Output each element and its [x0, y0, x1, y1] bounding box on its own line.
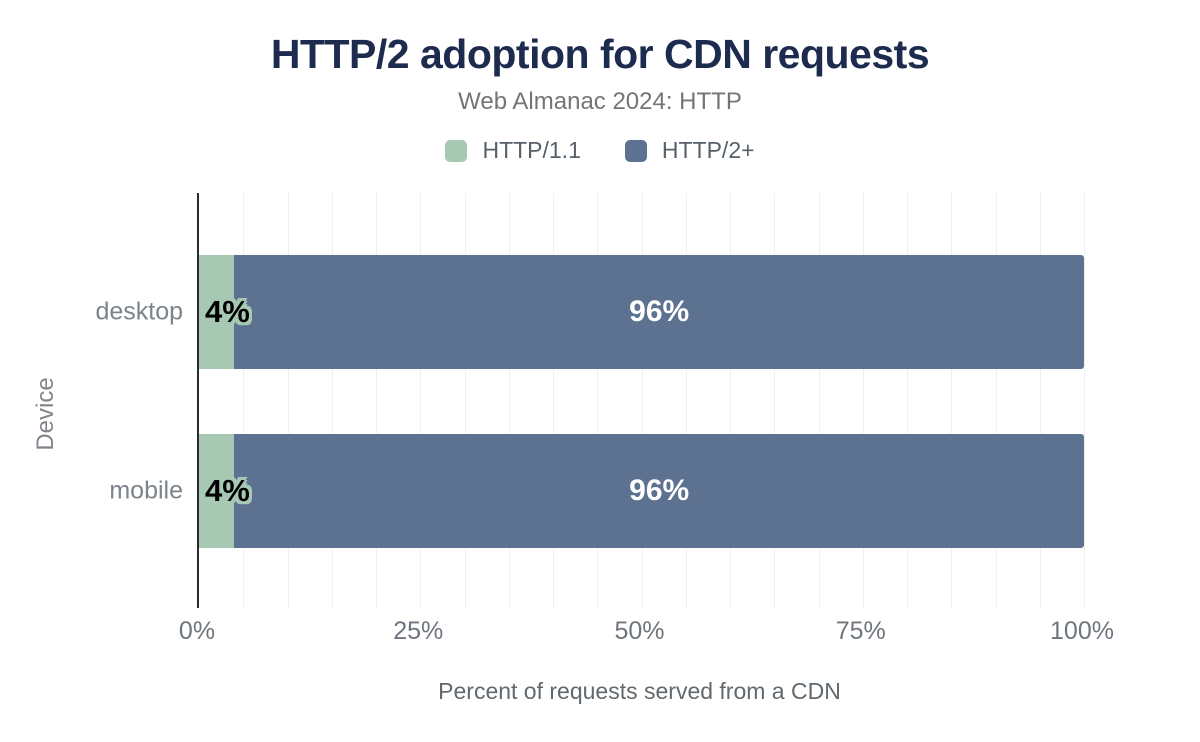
gridline — [597, 193, 599, 608]
legend-swatch — [624, 139, 647, 162]
gridline — [331, 193, 333, 608]
gridline — [508, 193, 510, 608]
gridline — [730, 193, 731, 608]
gridline — [553, 193, 554, 608]
gridline — [774, 193, 776, 608]
gridline — [685, 193, 687, 608]
gridline — [376, 193, 377, 608]
gridline — [420, 193, 422, 608]
legend-item-http-1-1: HTTP/1.1 — [445, 137, 581, 164]
chart-title: HTTP/2 adoption for CDN requests — [270, 31, 930, 77]
value-label: 96% — [629, 295, 690, 328]
legend: HTTP/1.1 HTTP/2+ — [0, 137, 1200, 164]
x-tick-label: 75% — [835, 617, 886, 645]
y-axis-title: Device — [32, 377, 59, 451]
category-label-desktop: desktop — [95, 297, 183, 326]
legend-label: HTTP/1.1 — [482, 137, 581, 163]
gridline — [641, 193, 643, 608]
value-label: 4% — [205, 473, 250, 508]
bar-desktop: 96% 4% — [199, 255, 1084, 369]
legend-label: HTTP/2+ — [661, 137, 755, 163]
gridline — [287, 193, 289, 608]
value-label: 96% — [629, 474, 690, 507]
bar-segment-http-1-1 — [199, 434, 235, 548]
gridline — [464, 193, 466, 608]
gridline — [818, 193, 820, 608]
gridline — [243, 193, 245, 608]
legend-swatch — [445, 139, 468, 162]
bar-mobile: 96% 4% — [199, 434, 1084, 548]
x-tick-label: 50% — [614, 617, 665, 645]
x-axis-title: Percent of requests served from a CDN — [438, 678, 841, 704]
gridline — [1039, 193, 1041, 608]
x-tick-label: 0% — [178, 617, 216, 645]
plot-area: 96% 4% desktop 96% 4% mobile — [95, 193, 1085, 608]
category-label-mobile: mobile — [109, 476, 183, 505]
legend-item-http-2-: HTTP/2+ — [624, 137, 755, 164]
bar-segment-http-2-: 96% — [234, 255, 1084, 369]
x-tick-label: 100% — [1050, 617, 1114, 645]
x-axis-ticks: 0% 25% 50% 75% 100% — [179, 617, 1114, 647]
gridline — [951, 193, 953, 608]
gridline — [862, 193, 864, 608]
value-label: 4% — [205, 294, 250, 329]
gridline — [907, 193, 908, 608]
x-tick-label: 25% — [393, 617, 444, 645]
bar-segment-http-2-: 96% — [234, 434, 1084, 548]
chart-subtitle: Web Almanac 2024: HTTP — [458, 88, 742, 115]
gridline — [1084, 193, 1085, 608]
bar-segment-http-1-1 — [199, 255, 235, 369]
gridline — [995, 193, 997, 608]
